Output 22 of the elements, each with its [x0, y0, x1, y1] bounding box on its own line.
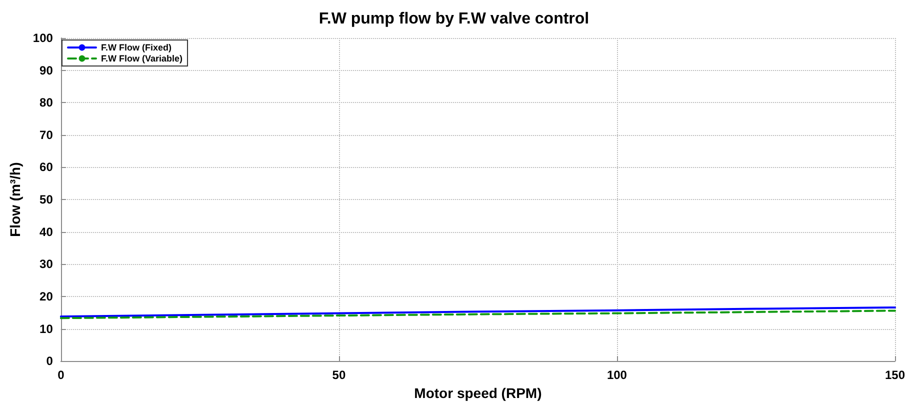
y-tick-label: 100 [32, 31, 54, 45]
y-axis-title: Flow (m³/h) [7, 162, 23, 237]
y-tick-label: 10 [40, 322, 54, 336]
y-tick-label: 30 [40, 257, 54, 272]
y-tick-label: 60 [40, 160, 54, 174]
y-tick-label: 90 [40, 63, 54, 78]
y-tick-label: 80 [40, 96, 54, 110]
x-tick-label: 100 [606, 368, 628, 382]
legend-label: F.W Flow (Variable) [101, 54, 183, 64]
y-tick-label: 0 [46, 354, 54, 368]
x-tick-label: 150 [884, 368, 906, 382]
y-tick-label: 70 [40, 128, 54, 142]
chart-title: F.W pump flow by F.W valve control [318, 10, 590, 28]
y-tick-label: 40 [40, 224, 54, 239]
x-tick-label: 0 [58, 368, 65, 382]
y-tick-label: 50 [40, 192, 54, 207]
x-tick-label: 50 [332, 368, 346, 382]
line-series [60, 310, 896, 320]
line-series [60, 306, 896, 318]
legend-label: F.W Flow (Fixed) [101, 42, 172, 52]
y-tick-label: 20 [40, 289, 54, 304]
x-axis-title: Motor speed (RPM) [414, 385, 542, 401]
